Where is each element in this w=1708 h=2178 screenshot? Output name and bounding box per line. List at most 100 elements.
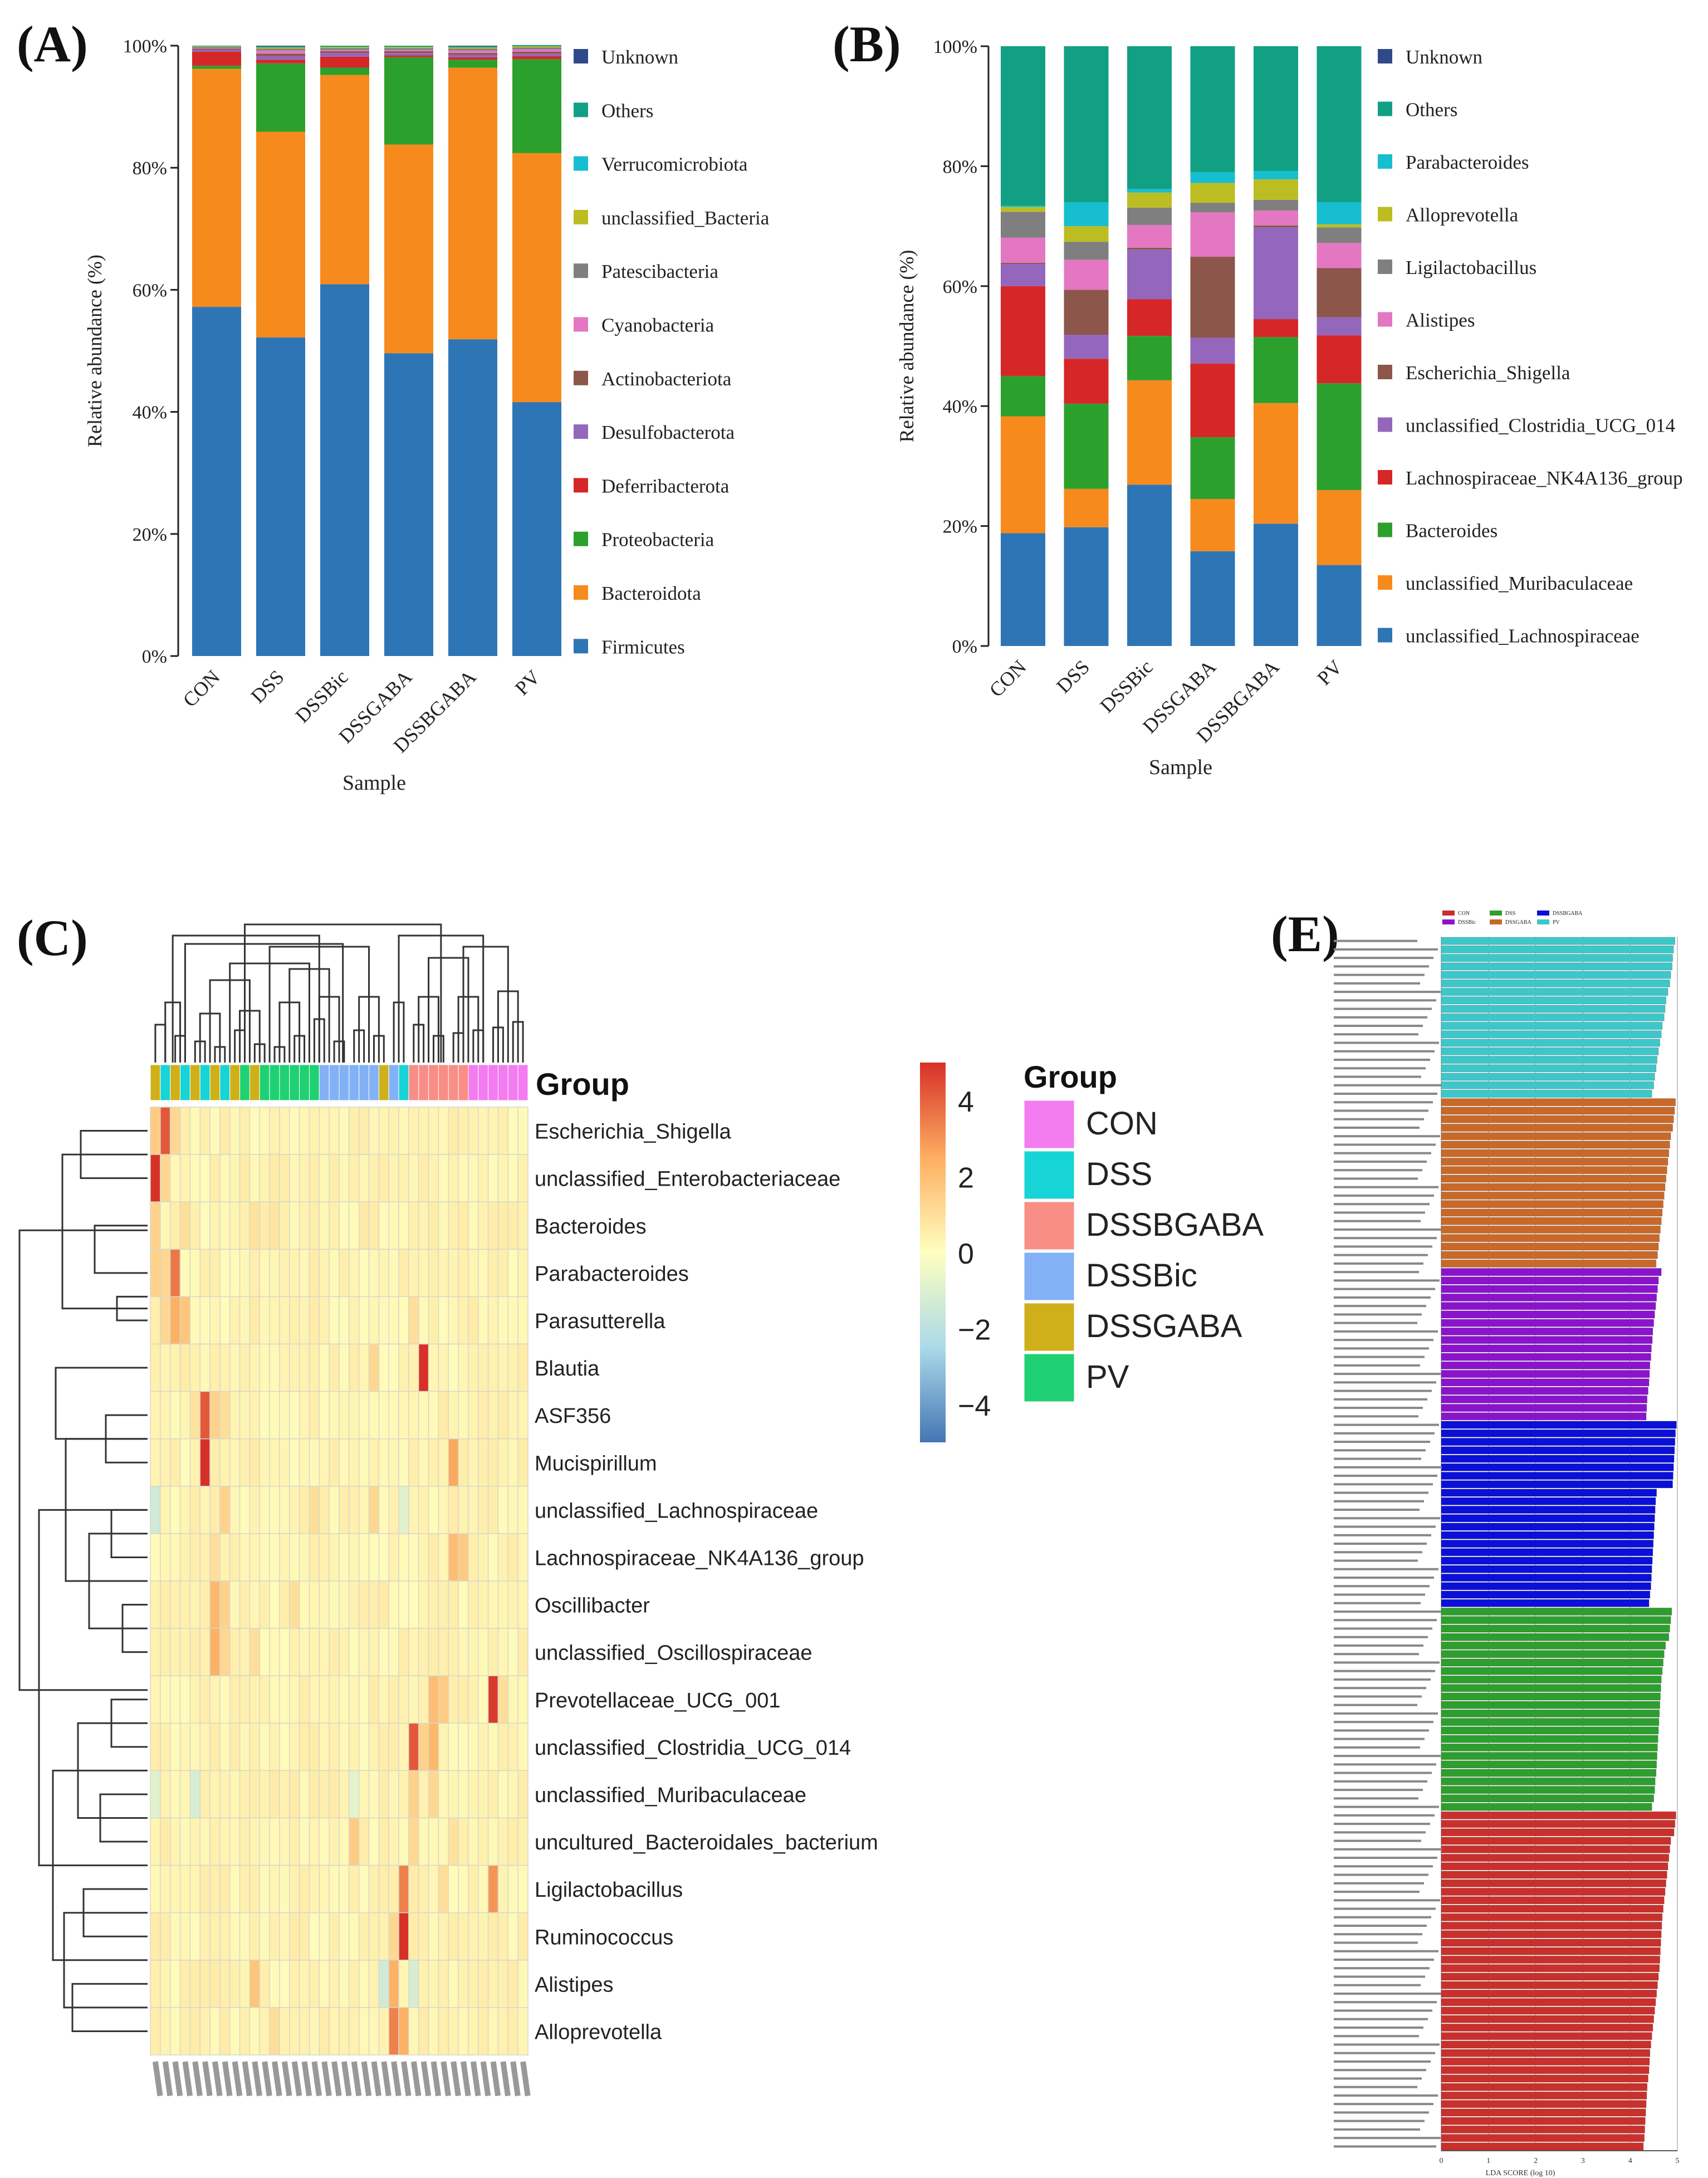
y-tick-label: 80%	[133, 158, 167, 179]
group-annotation-cell	[339, 1064, 350, 1101]
lda-legend-label: DSSGABA	[1505, 919, 1531, 926]
lda-bar	[1441, 1633, 1670, 1641]
group-annotation-cell	[259, 1064, 270, 1101]
heatmap-cell	[507, 1438, 518, 1487]
heatmap-cell	[329, 1107, 340, 1155]
row-label: Prevotellaceae_UCG_001	[535, 1689, 781, 1712]
lda-feature-label-mark	[1334, 2052, 1435, 2054]
heatmap-cell	[339, 1154, 350, 1202]
group-annotation-cell	[359, 1064, 370, 1101]
heatmap-cell	[398, 1722, 409, 1771]
y-axis-label: Relative abundance (%)	[895, 250, 918, 443]
lda-bar	[1441, 1251, 1658, 1259]
lda-bar	[1441, 1412, 1647, 1421]
group-annotation-cell	[279, 1064, 290, 1101]
heatmap-cell	[189, 1960, 200, 2008]
heatmap-cell	[358, 1343, 370, 1392]
heatmap-cell	[169, 2007, 181, 2055]
lda-bar	[1441, 1183, 1666, 1191]
heatmap-cell	[398, 1960, 409, 2008]
heatmap-cell	[507, 1722, 518, 1771]
heatmap-cell	[259, 1438, 270, 1487]
lda-feature-label-mark	[1334, 1925, 1427, 1927]
lda-feature-label-mark	[1334, 1984, 1421, 1986]
heatmap-cell	[319, 1201, 330, 1250]
heatmap-cell	[209, 1770, 221, 1819]
heatmap-cell	[468, 1770, 479, 1819]
heatmap-cell	[249, 2007, 261, 2055]
group-legend-label: DSSBic	[1086, 1257, 1197, 1294]
heatmap-cell	[189, 1628, 200, 1676]
lda-feature-label-mark	[1334, 948, 1438, 951]
heatmap-cell	[239, 1770, 251, 1819]
lda-bar	[1441, 1803, 1652, 1811]
lda-bar	[1441, 1005, 1666, 1013]
heatmap-cell	[169, 1912, 181, 1961]
heatmap-cell	[428, 1817, 439, 1866]
heatmap-cell	[428, 1770, 439, 1819]
lda-feature-label-mark	[1334, 1678, 1431, 1681]
heatmap-cell	[497, 1960, 509, 2008]
sample-label-mark	[172, 2061, 183, 2097]
group-annotation-cell	[160, 1064, 171, 1101]
heatmap-cell	[448, 1343, 459, 1392]
heatmap-cell	[319, 2007, 330, 2055]
legend-label: Actinobacteriota	[601, 368, 732, 390]
sample-label-mark	[441, 2061, 451, 2097]
heatmap-cell	[309, 1960, 320, 2008]
heatmap-cell	[259, 1486, 270, 1534]
heatmap-cell	[279, 1154, 290, 1202]
heatmap-cell	[507, 1533, 518, 1582]
heatmap-cell	[507, 1960, 518, 2008]
heatmap-cell	[259, 1343, 270, 1392]
legend-label: Others	[1406, 99, 1457, 121]
heatmap-cell	[349, 1201, 360, 1250]
lda-bar	[1441, 1624, 1670, 1633]
heatmap-cell	[507, 1580, 518, 1629]
heatmap-cell	[160, 1107, 171, 1155]
bar-segment	[384, 50, 433, 51]
row-label: Alistipes	[535, 1973, 614, 1996]
heatmap-cell	[497, 1817, 509, 1866]
heatmap-cell	[239, 1960, 251, 2008]
lda-feature-label-mark	[1334, 1500, 1424, 1502]
heatmap-cell	[289, 1343, 300, 1392]
heatmap-cell	[219, 1675, 231, 1724]
heatmap-cell	[408, 1201, 419, 1250]
heatmap-cell	[219, 1343, 231, 1392]
lda-feature-label-mark	[1334, 1831, 1426, 1834]
sample-label-mark	[510, 2061, 521, 2097]
heatmap-cell	[239, 1438, 251, 1487]
heatmap-cell	[229, 1486, 241, 1534]
heatmap-cell	[378, 1296, 389, 1345]
heatmap-cell	[229, 1675, 241, 1724]
heatmap-cell	[259, 1722, 270, 1771]
heatmap-cell	[239, 1912, 251, 1961]
heatmap-cell	[349, 1817, 360, 1866]
heatmap-cell	[329, 1486, 340, 1534]
heatmap-cell	[517, 1580, 528, 1629]
heatmap-cell	[199, 1438, 211, 1487]
heatmap-cell	[329, 1675, 340, 1724]
heatmap-cell	[160, 1249, 171, 1298]
group-annotation-cell	[369, 1064, 379, 1101]
legend-swatch	[574, 478, 588, 493]
heatmap-cell	[219, 1201, 231, 1250]
heatmap-cell	[487, 1249, 499, 1298]
lda-x-tick-label: 5	[1676, 2157, 1680, 2165]
sample-label-mark	[410, 2061, 422, 2097]
heatmap-cell	[388, 1154, 399, 1202]
heatmap-cell	[368, 1864, 380, 1913]
heatmap-cell	[160, 1201, 171, 1250]
bar-segment	[192, 48, 241, 50]
heatmap-cell	[448, 1770, 459, 1819]
legend-swatch	[1378, 49, 1392, 63]
y-tick-label: 40%	[133, 403, 167, 423]
lda-bar	[1441, 1387, 1648, 1395]
row-dendrogram-branch	[18, 1229, 148, 1691]
lda-x-axis-label: LDA SCORE (log 10)	[1486, 2169, 1555, 2177]
lda-feature-label-mark	[1334, 1839, 1421, 1842]
lda-feature-label-mark	[1334, 999, 1436, 1002]
lda-feature-label-mark	[1334, 1763, 1436, 1766]
heatmap-cell	[219, 1817, 231, 1866]
